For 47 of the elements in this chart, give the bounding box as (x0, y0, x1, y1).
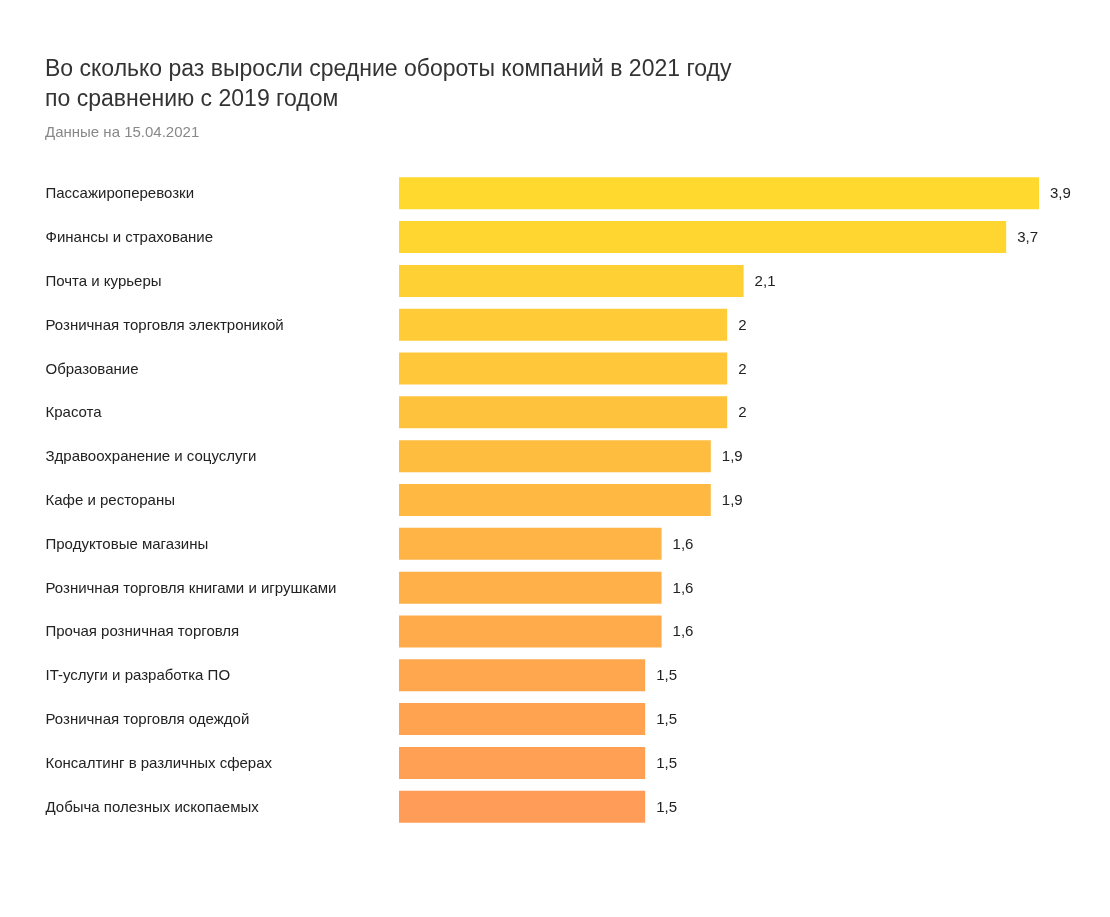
bar (399, 527, 662, 560)
bar (399, 790, 646, 823)
bar (399, 308, 728, 341)
text: Данные на 15.04.2021 (45, 123, 200, 140)
data-label: 2 (738, 359, 747, 377)
bar (399, 615, 662, 648)
data-label: 3,9 (1050, 184, 1071, 202)
bar (399, 352, 728, 385)
y-tick-label: Консалтинг в различных сферах (45, 753, 273, 771)
bar (399, 440, 711, 473)
bar (399, 221, 1007, 254)
data-label: 1,5 (656, 797, 678, 815)
bar (399, 659, 646, 692)
y-tick-label: Добыча полезных ископаемых (45, 797, 260, 815)
bar (399, 746, 646, 779)
y-tick-label: Прочая розничная торговля (45, 622, 240, 640)
bar (399, 484, 711, 516)
y-tick-label: Финансы и страхование (45, 228, 214, 246)
data-label: 1,9 (721, 491, 743, 508)
data-label: 1,5 (656, 666, 678, 684)
bar (399, 264, 744, 297)
y-tick-label: Здравоохранение и соцуслуги (45, 447, 257, 465)
y-tick-label: Почта и курьеры (45, 271, 162, 289)
data-label: 1,5 (656, 753, 678, 771)
data-label: 1,9 (721, 447, 743, 465)
data-label: 1,6 (672, 622, 694, 640)
data-label: 3,7 (1017, 228, 1039, 246)
y-tick-label: Пассажироперевозки (45, 184, 195, 202)
data-label: 1,5 (656, 710, 678, 728)
data-label: 2,1 (754, 271, 776, 289)
y-tick-label: Продуктовые магазины (45, 534, 209, 552)
data-label: 1,6 (672, 578, 694, 596)
data-label: 2 (738, 403, 747, 421)
y-tick-label: Кафе и рестораны (45, 491, 175, 508)
bar (399, 703, 646, 736)
data-label: 1,6 (672, 534, 694, 552)
y-tick-label: Розничная торговля одеждой (45, 710, 250, 728)
y-tick-label: Розничная торговля книгами и игрушками (45, 578, 337, 596)
bar (399, 396, 728, 429)
y-tick-label: Розничная торговля электроникой (45, 315, 284, 333)
y-tick-label: IT-услуги и разработка ПО (45, 666, 231, 684)
y-tick-label: Образование (45, 359, 139, 377)
bar (399, 177, 1039, 210)
chart-title: Во сколько раз выросли средние обороты компаний в 2021 году по сравнению с 2019 годом (45, 55, 733, 111)
data-label: 2 (738, 315, 747, 333)
y-tick-label: Красота (45, 403, 103, 421)
bar (399, 571, 662, 604)
